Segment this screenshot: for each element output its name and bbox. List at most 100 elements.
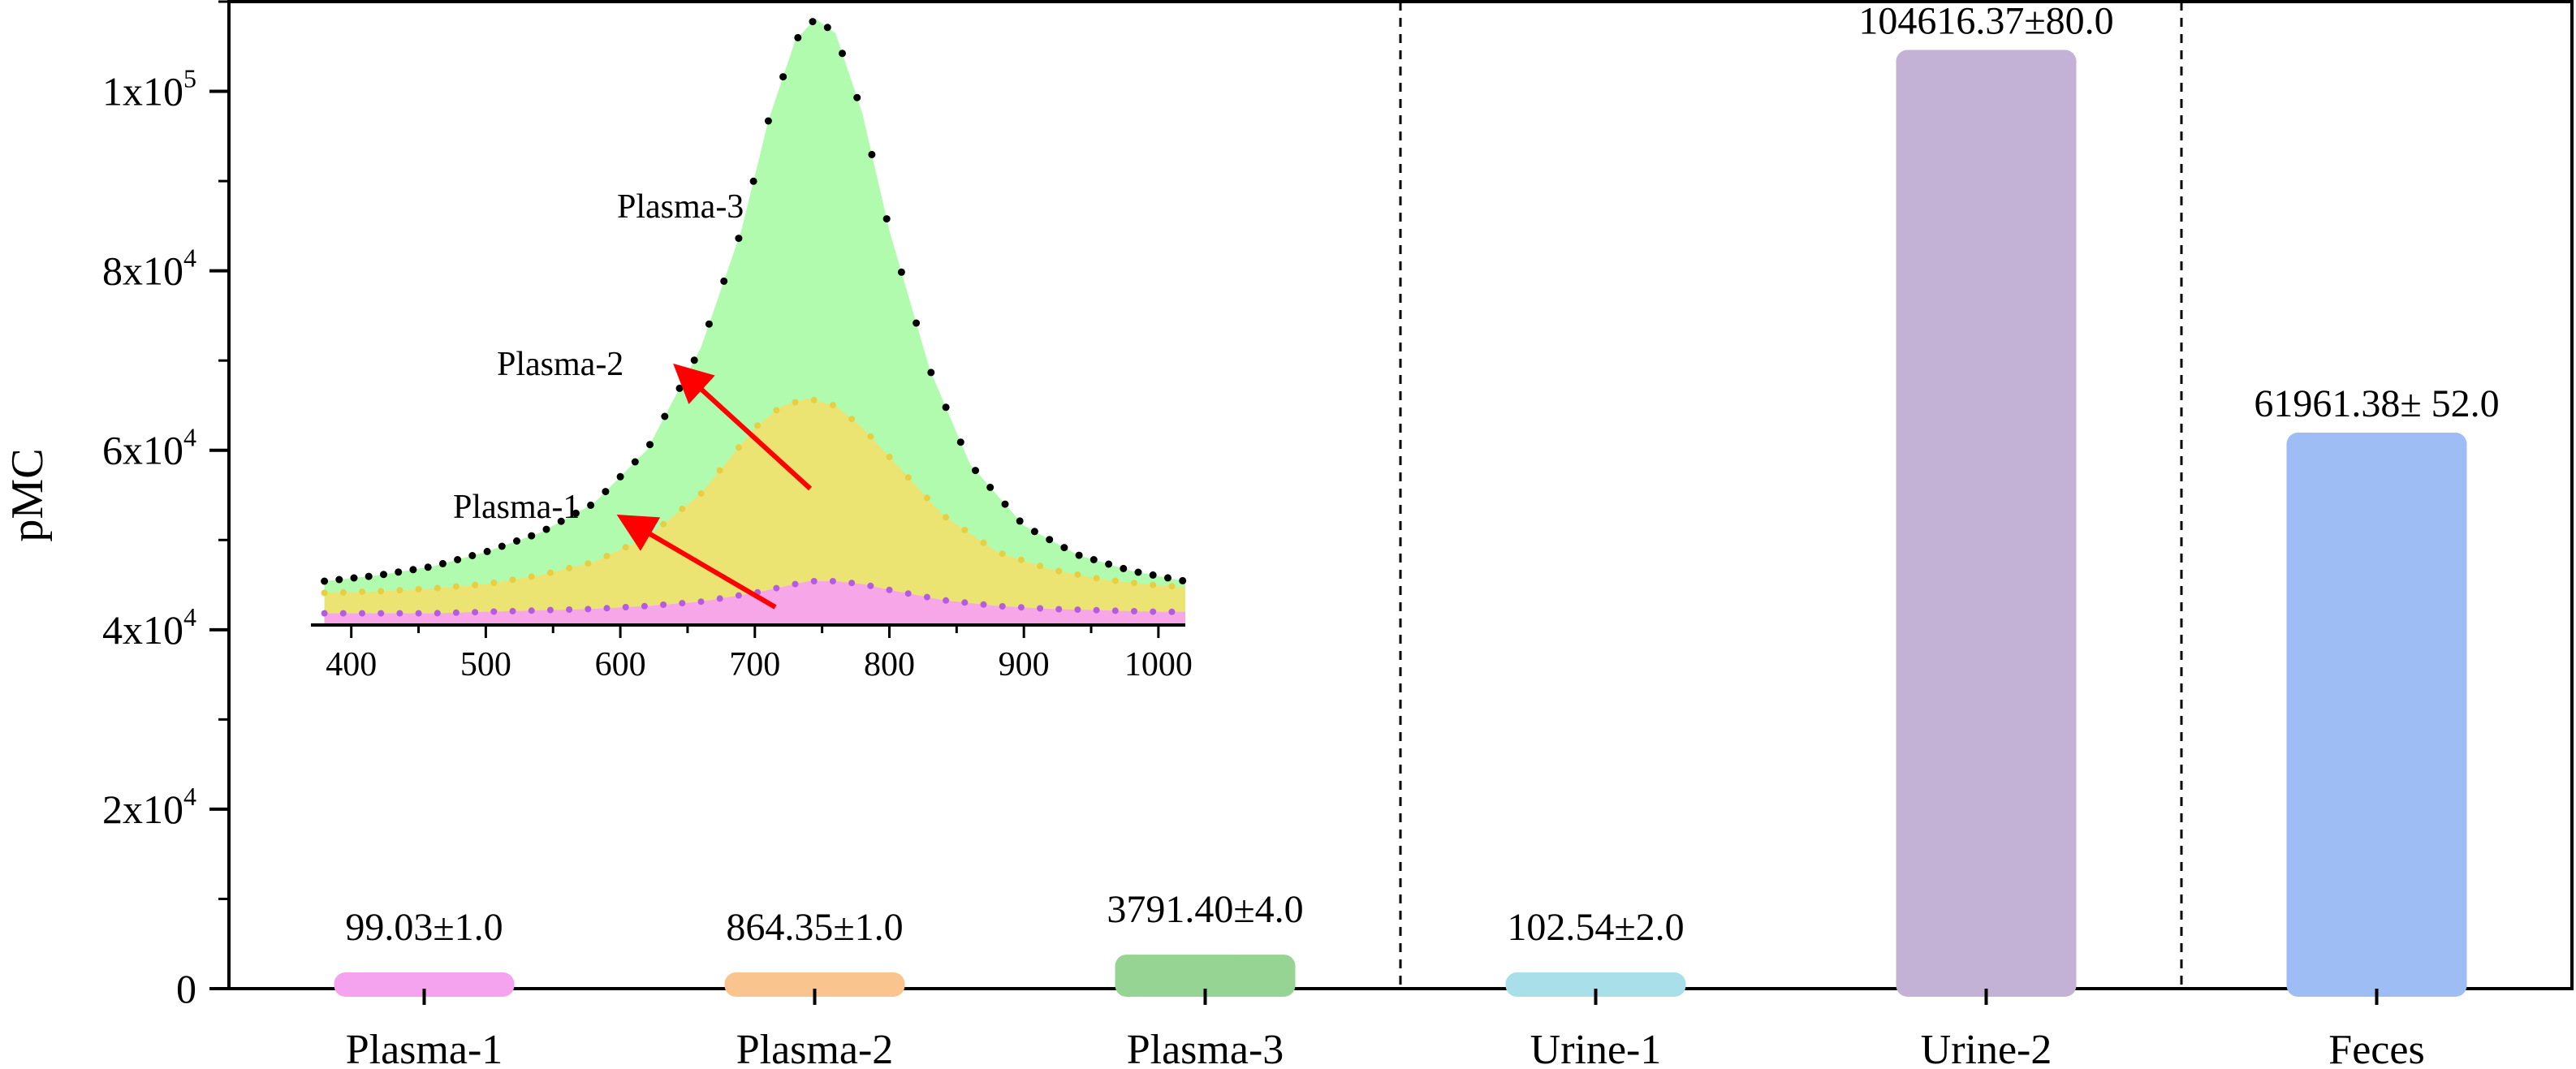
bar (334, 972, 515, 997)
inset-marker (1074, 606, 1081, 614)
inset-marker (566, 606, 573, 613)
inset-marker (886, 586, 893, 593)
y-tick-label: 0 (176, 966, 196, 1011)
inset-marker (585, 606, 592, 613)
inset-marker (986, 483, 995, 491)
inset-marker (452, 583, 460, 590)
inset-marker (359, 610, 365, 617)
inset-marker (810, 396, 818, 403)
inset-marker (868, 150, 876, 158)
inset-marker (690, 356, 698, 364)
inset-marker (923, 593, 930, 601)
inset-marker (1168, 583, 1176, 590)
x-axis: Plasma-1 Plasma-2 Plasma-3 Urine-1 Urine-2 Fe… (346, 989, 2425, 1069)
inset-tick-label: 1000 (1124, 646, 1193, 683)
inset-marker (886, 454, 893, 460)
inset-marker (1017, 556, 1025, 563)
inset-marker (679, 600, 686, 607)
inset-marker (1055, 606, 1063, 613)
inset-marker (603, 605, 611, 612)
y-tick-label: 6x104 (102, 423, 196, 473)
inset-marker (897, 268, 905, 276)
inset-annotations: Plasma-3 Plasma-2 Plasma-1 (453, 188, 813, 610)
inset-area-plasma-3 (324, 19, 1186, 625)
inset-marker (1134, 568, 1142, 576)
bar-value-label: 99.03±1.0 (345, 906, 503, 949)
inset-marker (792, 399, 799, 406)
inset-marker (660, 601, 667, 608)
inset-marker (509, 576, 516, 584)
bar-value-label: 864.35±1.0 (726, 906, 903, 949)
inset-marker (1164, 574, 1171, 582)
inset-marker (438, 559, 447, 567)
inset-marker (566, 564, 573, 571)
inset-marker (735, 592, 742, 599)
y-tick-label: 4x104 (102, 602, 196, 653)
inset-marker (1075, 551, 1083, 559)
inset-marker (675, 384, 684, 392)
inset-marker (1120, 564, 1128, 572)
inset-marker (365, 572, 373, 580)
inset-marker (335, 575, 343, 584)
inset-marker (972, 467, 979, 475)
bar-value-label: 104616.37±80.0 (1858, 0, 2113, 43)
inset-marker (622, 604, 629, 610)
inset-marker (528, 607, 535, 614)
inset-marker (839, 50, 846, 58)
inset-marker (1179, 576, 1187, 584)
inset-marker (498, 542, 506, 550)
inset-marker (829, 402, 836, 409)
y-axis: 0 2x104 4x104 6x104 8x104 1x105 (102, 0, 229, 1011)
inset-marker (622, 544, 629, 551)
inset-marker (1111, 577, 1119, 584)
inset-marker (546, 569, 554, 576)
inset-marker (424, 563, 432, 571)
inset-marker (546, 606, 554, 614)
inset-marker (716, 467, 723, 474)
inset-marker (483, 547, 491, 555)
inset-marker (809, 18, 817, 26)
inset-tick-label: 900 (999, 646, 1050, 683)
inset-marker (378, 588, 385, 595)
inset-marker (1055, 567, 1063, 575)
inset-marker (631, 458, 639, 466)
group-separators (1399, 2, 2183, 989)
inset-marker (904, 590, 912, 597)
inset-tick-label: 800 (864, 646, 915, 683)
inset-marker (472, 609, 479, 616)
inset-x-axis: 400 500 600 700 800 900 1000 (311, 623, 1193, 683)
x-tick-label: Urine-1 (1530, 1027, 1662, 1069)
inset-marker (1074, 571, 1081, 578)
inset-marker (999, 550, 1006, 558)
inset-marker (1093, 575, 1100, 582)
inset-annotation-arrow (616, 514, 777, 610)
inset-marker (321, 577, 329, 585)
inset-marker (396, 610, 403, 617)
inset-marker (359, 588, 365, 596)
inset-marker (1105, 560, 1113, 568)
inset-marker (867, 433, 874, 440)
inset-marker (980, 539, 987, 546)
inset-marker (1037, 605, 1044, 612)
inset-marker (779, 73, 787, 81)
inset-area-plasma-2 (324, 399, 1186, 625)
inset-marker (587, 501, 595, 509)
inset-marker (661, 412, 669, 420)
inset-marker (490, 580, 498, 586)
inset-marker (557, 517, 565, 525)
inset-marker (923, 494, 930, 502)
inset-marker (434, 584, 441, 592)
y-tick-label: 1x105 (102, 64, 196, 114)
inset-annotation-arrow (673, 363, 813, 491)
bar-value-label: 102.54±2.0 (1507, 906, 1684, 949)
inset-marker (823, 24, 831, 32)
inset-marker (882, 215, 891, 223)
inset-marker (1131, 580, 1137, 587)
x-tick-label: Plasma-1 (346, 1027, 503, 1069)
inset-marker (867, 582, 874, 589)
inset-marker (528, 532, 536, 540)
inset-annotation-label: Plasma-2 (497, 346, 624, 383)
inset-marker (490, 608, 498, 615)
inset-marker (679, 505, 686, 512)
inset-marker (585, 560, 592, 567)
